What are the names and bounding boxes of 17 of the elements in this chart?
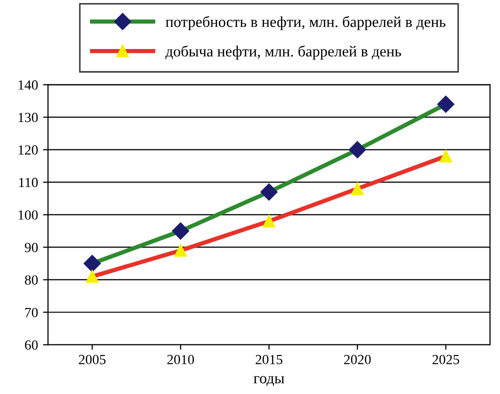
y-tick-label: 110 [19,178,38,188]
x-tick-label: 2020 [344,354,371,364]
y-tick-label: 70 [25,308,38,318]
y-tick-label: 140 [18,80,38,90]
y-tick-label: 130 [18,112,38,122]
y-tick-label: 120 [18,145,38,155]
y-tick-label: 90 [24,242,38,252]
legend-label: добыча нефти, млн. баррелей в день [165,45,402,60]
x-tick-label: 2025 [432,354,460,364]
y-tick-label: 100 [18,210,38,220]
x-axis-title: годы [254,376,284,386]
x-tick-label: 2015 [256,354,282,364]
legend-label: потребность в нефти, млн. баррелей в день [166,16,446,30]
y-tick-label: 60 [24,340,38,350]
y-tick-label: 80 [24,275,38,285]
x-tick-label: 2005 [78,354,106,364]
x-tick-label: 2010 [167,354,194,364]
